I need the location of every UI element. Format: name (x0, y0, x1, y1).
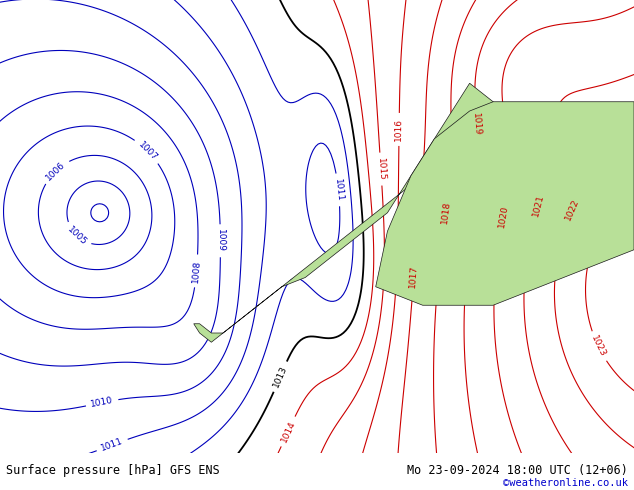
Text: Surface pressure [hPa] GFS ENS: Surface pressure [hPa] GFS ENS (6, 464, 220, 477)
Text: 1016: 1016 (394, 118, 404, 141)
Text: 1017: 1017 (408, 265, 419, 289)
Text: 1009: 1009 (216, 229, 225, 252)
Text: ©weatheronline.co.uk: ©weatheronline.co.uk (503, 478, 628, 488)
Text: 1013: 1013 (271, 364, 289, 389)
Text: 1008: 1008 (191, 259, 202, 283)
Text: Mo 23-09-2024 18:00 UTC (12+06): Mo 23-09-2024 18:00 UTC (12+06) (407, 464, 628, 477)
Text: 1021: 1021 (531, 193, 545, 217)
Text: 1005: 1005 (65, 224, 89, 247)
Text: 1015: 1015 (376, 157, 386, 181)
Text: 1014: 1014 (279, 419, 297, 444)
Polygon shape (194, 83, 505, 342)
Text: 1006: 1006 (44, 160, 67, 182)
Text: 1011: 1011 (100, 437, 124, 453)
Text: 1020: 1020 (497, 204, 510, 228)
Text: 1018: 1018 (440, 200, 451, 224)
Text: 1010: 1010 (90, 396, 114, 409)
Polygon shape (376, 102, 634, 305)
Text: 1019: 1019 (471, 112, 482, 136)
Text: 1023: 1023 (590, 334, 607, 359)
Text: 1007: 1007 (136, 140, 158, 162)
Text: 1022: 1022 (564, 197, 581, 222)
Text: 1012: 1012 (127, 475, 152, 490)
Text: 1011: 1011 (333, 178, 344, 202)
